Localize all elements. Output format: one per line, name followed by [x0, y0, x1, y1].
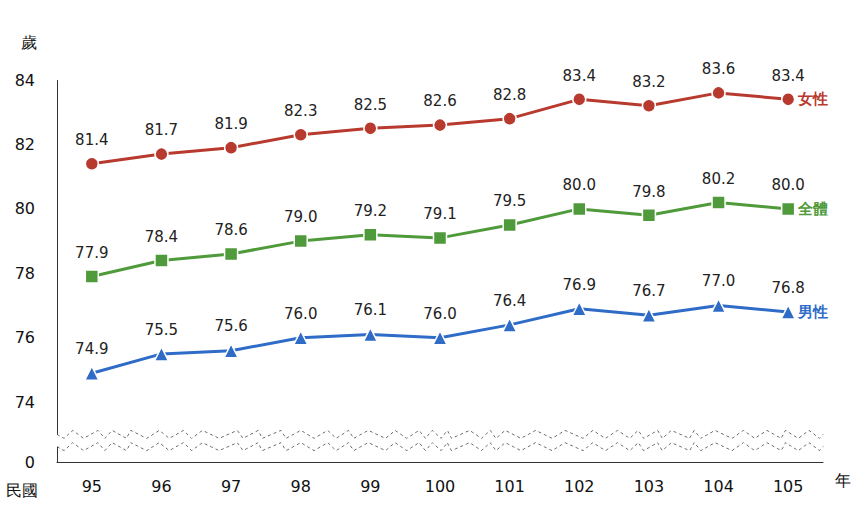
svg-text:82.3: 82.3 — [284, 102, 317, 120]
svg-text:101: 101 — [494, 477, 525, 496]
svg-text:79.1: 79.1 — [423, 205, 456, 223]
svg-text:77.0: 77.0 — [702, 272, 735, 290]
svg-text:76.4: 76.4 — [493, 292, 526, 310]
svg-text:78.4: 78.4 — [145, 228, 178, 246]
svg-text:98: 98 — [291, 477, 311, 496]
svg-text:76.7: 76.7 — [632, 282, 665, 300]
svg-text:75.5: 75.5 — [145, 321, 178, 339]
svg-text:83.4: 83.4 — [563, 67, 596, 85]
svg-text:民國: 民國 — [6, 481, 38, 500]
svg-text:104: 104 — [703, 477, 734, 496]
svg-text:105: 105 — [773, 477, 804, 496]
svg-text:76.0: 76.0 — [284, 305, 317, 323]
svg-text:78: 78 — [15, 264, 35, 283]
svg-text:103: 103 — [634, 477, 665, 496]
svg-text:76.0: 76.0 — [423, 305, 456, 323]
svg-text:82.8: 82.8 — [493, 86, 526, 104]
svg-text:82.6: 82.6 — [423, 92, 456, 110]
svg-text:男性: 男性 — [797, 303, 828, 321]
svg-text:79.0: 79.0 — [284, 208, 317, 226]
svg-text:78.6: 78.6 — [214, 221, 247, 239]
svg-text:74.9: 74.9 — [75, 340, 108, 358]
svg-text:76.1: 76.1 — [354, 301, 387, 319]
svg-text:77.9: 77.9 — [75, 244, 108, 262]
svg-text:76.9: 76.9 — [563, 276, 596, 294]
svg-text:80: 80 — [15, 199, 35, 218]
svg-text:99: 99 — [360, 477, 380, 496]
svg-text:82: 82 — [15, 135, 35, 154]
svg-text:102: 102 — [564, 477, 595, 496]
svg-text:81.7: 81.7 — [145, 121, 178, 139]
svg-text:79.8: 79.8 — [632, 183, 665, 201]
svg-text:76.8: 76.8 — [771, 279, 804, 297]
svg-text:82.5: 82.5 — [354, 96, 387, 114]
svg-text:83.4: 83.4 — [771, 67, 804, 85]
svg-text:96: 96 — [151, 477, 171, 496]
svg-text:76: 76 — [15, 328, 35, 347]
svg-text:95: 95 — [82, 477, 102, 496]
svg-text:83.6: 83.6 — [702, 60, 735, 78]
svg-text:80.0: 80.0 — [563, 176, 596, 194]
svg-text:81.9: 81.9 — [214, 115, 247, 133]
svg-text:75.6: 75.6 — [214, 317, 247, 335]
svg-text:74: 74 — [15, 393, 35, 412]
svg-text:83.2: 83.2 — [632, 73, 665, 91]
svg-text:80.0: 80.0 — [771, 176, 804, 194]
svg-text:100: 100 — [425, 477, 456, 496]
svg-text:97: 97 — [221, 477, 241, 496]
svg-text:女性: 女性 — [797, 90, 828, 108]
svg-text:歲: 歲 — [21, 33, 37, 52]
svg-text:79.5: 79.5 — [493, 192, 526, 210]
svg-text:80.2: 80.2 — [702, 170, 735, 188]
svg-text:79.2: 79.2 — [354, 202, 387, 220]
svg-text:81.4: 81.4 — [75, 131, 108, 149]
svg-text:0: 0 — [25, 453, 35, 472]
svg-text:全體: 全體 — [797, 200, 828, 218]
svg-text:84: 84 — [15, 71, 35, 90]
svg-text:年: 年 — [835, 471, 851, 490]
